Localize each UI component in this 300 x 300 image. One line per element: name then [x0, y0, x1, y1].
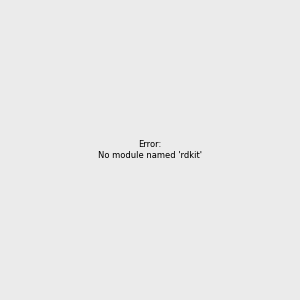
Text: Error:
No module named 'rdkit': Error: No module named 'rdkit'	[98, 140, 202, 160]
